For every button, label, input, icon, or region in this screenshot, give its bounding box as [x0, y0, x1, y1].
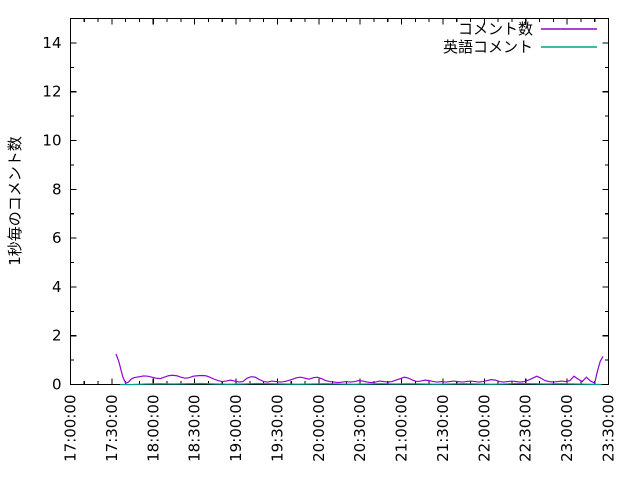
x-tick-label: 23:00:00 — [558, 395, 576, 462]
y-tick-label: 14 — [42, 34, 61, 52]
x-tick-label: 18:30:00 — [186, 395, 204, 462]
y-tick-label: 2 — [52, 327, 62, 345]
data-series-group — [115, 353, 604, 386]
y-tick-label: 6 — [52, 229, 62, 247]
x-tick-label: 21:00:00 — [393, 395, 411, 462]
x-tick-label: 20:30:00 — [351, 395, 369, 462]
x-tick-label: 19:00:00 — [227, 395, 245, 462]
top-axis-ticks — [69, 18, 610, 25]
x-tick-label: 22:00:00 — [475, 395, 493, 462]
y-tick-label: 10 — [42, 132, 61, 150]
x-tick-label: 17:00:00 — [62, 395, 80, 462]
x-tick-label: 22:30:00 — [517, 395, 535, 462]
x-tick-label: 21:30:00 — [434, 395, 452, 462]
y-tick-label: 4 — [52, 278, 62, 296]
x-axis-tick-labels: 17:00:00 17:30:00 18:00:00 18:30:00 19:00:00… — [62, 395, 618, 462]
x-tick-label: 20:00:00 — [310, 395, 328, 462]
series-line-0 — [115, 353, 604, 385]
plot-border — [69, 17, 610, 386]
y-tick-label: 12 — [42, 83, 61, 101]
x-tick-label: 19:30:00 — [268, 395, 286, 462]
y-tick-label: 8 — [52, 180, 62, 198]
y-axis-title-group: 1秒毎のコメント数 — [6, 136, 24, 266]
x-tick-label: 23:30:00 — [600, 395, 618, 462]
series-line-1 — [120, 382, 602, 386]
legend-label-0: コメント数 — [458, 20, 533, 38]
y-axis-ticks — [70, 17, 609, 386]
legend-label-1: 英語コメント — [443, 38, 533, 56]
y-tick-label: 0 — [52, 376, 62, 394]
plot-frame — [69, 17, 610, 386]
x-tick-label: 17:30:00 — [103, 395, 121, 462]
y-axis-tick-labels: 0 2 4 6 8 10 12 14 — [42, 34, 61, 394]
x-tick-label: 18:00:00 — [144, 395, 162, 462]
y-axis-title: 1秒毎のコメント数 — [6, 136, 24, 266]
